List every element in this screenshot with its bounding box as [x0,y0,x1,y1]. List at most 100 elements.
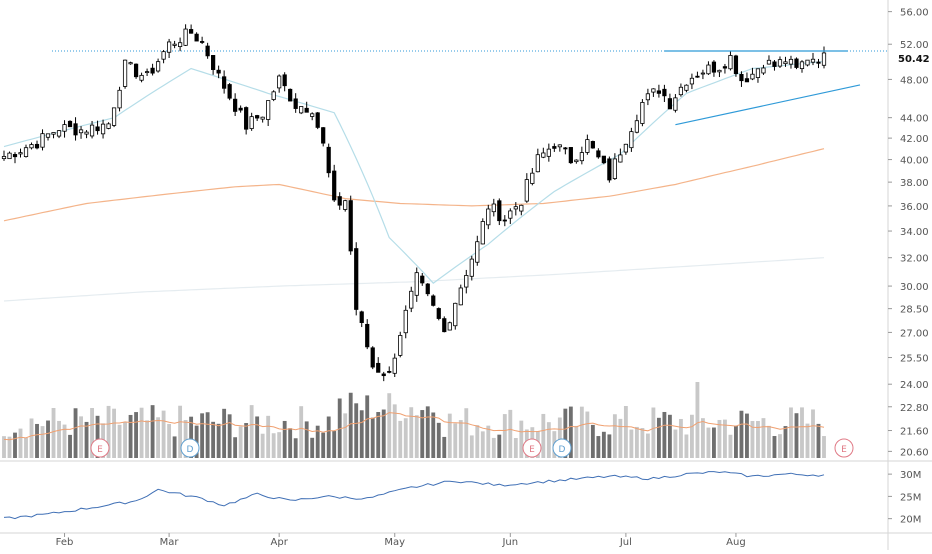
volume-bar [667,414,672,458]
price-candle [711,61,717,73]
price-candle [447,322,452,331]
volume-bar [260,433,265,458]
volume-bar [266,415,271,458]
price-candle [772,61,777,67]
event-marker-label: E [97,445,103,455]
volume-bar [282,420,287,458]
price-candle [810,58,816,63]
price-candle [640,102,645,124]
volume-bar [123,421,127,458]
price-candle [150,67,155,74]
price-tick-label: 28.50 [900,305,929,316]
volume-bar [299,406,304,458]
price-candle [51,132,56,135]
volume-bar [205,412,210,458]
volume-bar [612,414,617,458]
volume-bar [590,424,595,458]
price-candle [133,63,139,78]
price-candle [100,123,106,135]
volume-bar [420,410,425,458]
x-tick-label: Mar [160,537,180,548]
volume-bar [513,438,518,458]
price-candle [326,146,331,174]
slow-moving-average-line [3,257,825,302]
osc-tick-label: 30M [900,470,921,481]
price-tick-label: 22.80 [900,403,929,414]
price-candle [486,208,491,226]
price-candle [766,59,772,65]
volume-bar [783,426,788,458]
volume-moving-average-line [3,412,825,441]
volume-bar [469,435,474,458]
volume-bar [519,420,524,458]
volume-bar [233,437,238,458]
price-tick-label: 52.00 [900,40,929,51]
price-candle [574,159,579,163]
price-candle [508,210,513,219]
volume-bar [750,420,755,458]
volume-bar [326,416,331,458]
volume-bar [756,420,760,458]
price-candle [216,69,221,74]
event-marker-circle [90,438,110,458]
volume-bar [491,437,496,458]
price-candle [557,144,562,148]
price-candle [502,219,507,222]
volume-bar [18,428,23,458]
price-candle [733,55,739,74]
volume-bar [447,413,452,458]
price-candle [431,295,436,306]
volume-bar [800,407,804,458]
price-candle [623,143,628,153]
price-candle [497,200,502,222]
volume-bar [68,434,72,458]
volume-bar [332,431,337,458]
volume-bar [359,410,364,458]
volume-bar [689,414,694,458]
volume-bar [497,434,502,458]
volume-bar [95,415,100,458]
price-candle [409,290,414,309]
x-tick-label: Jun [501,537,518,548]
event-marker-circle [522,438,542,458]
volume-bar [227,414,232,458]
volume-bar [568,406,573,458]
price-candle [249,116,254,129]
price-candle [1,156,7,160]
price-candle [381,373,386,377]
price-candle [67,120,73,128]
rising-support-trendline [675,84,861,126]
volume-bar [381,409,386,458]
price-candle [354,248,359,310]
volume-bar [712,427,716,458]
price-candle [260,116,265,120]
volume-bar [112,408,116,458]
price-candle [530,172,535,184]
price-tick-label: 32.00 [900,254,929,265]
volume-bar [761,418,766,458]
volume-bar [150,405,155,458]
volume-bar [607,434,612,458]
volume-bar [161,410,166,458]
price-candle [651,88,656,93]
price-candle [288,88,293,102]
price-tick-label: 21.60 [900,427,929,438]
volume-bar [574,425,579,458]
price-candle [310,113,315,117]
price-candle [728,55,733,70]
volume-bar [167,423,172,458]
price-tick-label: 34.00 [900,227,929,238]
price-candle [387,371,392,373]
price-candle [321,127,326,144]
price-tick-label: 42.00 [900,134,929,145]
volume-bar [651,407,656,458]
price-tick-label: 30.00 [900,282,929,293]
price-candle [304,107,309,113]
price-candle [315,112,320,128]
price-candle [634,120,639,133]
volume-bar [293,438,298,458]
price-candle [673,97,678,111]
price-candle [480,221,485,245]
volume-bar [684,434,689,458]
